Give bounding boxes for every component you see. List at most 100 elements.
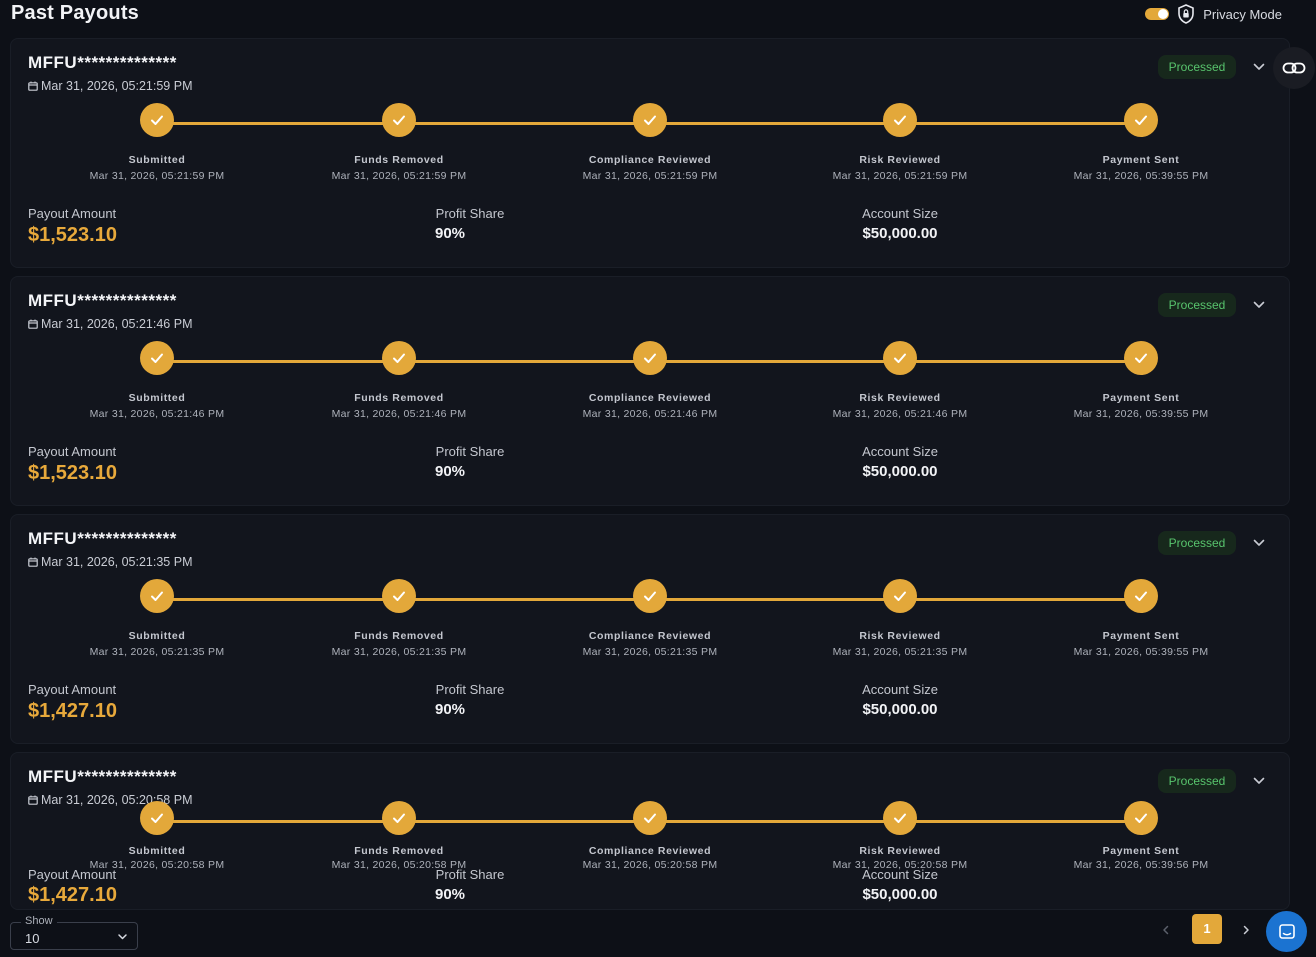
- check-icon: [140, 103, 174, 137]
- payout-date-text: Mar 31, 2026, 05:21:35 PM: [41, 555, 193, 569]
- payout-date-text: Mar 31, 2026, 05:20:58 PM: [41, 793, 193, 807]
- status-badge: Processed: [1158, 769, 1236, 793]
- page-button-current[interactable]: 1: [1192, 914, 1222, 944]
- account-size-label: Account Size: [862, 206, 938, 221]
- check-icon: [633, 579, 667, 613]
- step-time: Mar 31, 2026, 05:20:58 PM: [331, 859, 467, 871]
- payout-amount-value: $1,427.10: [28, 884, 117, 906]
- calendar-icon: [28, 319, 38, 329]
- payout-date-text: Mar 31, 2026, 05:21:59 PM: [41, 79, 193, 93]
- chevron-down-icon[interactable]: [1252, 774, 1266, 788]
- account-id: MFFU**************: [28, 291, 177, 310]
- step-time: Mar 31, 2026, 05:21:46 PM: [582, 408, 718, 420]
- chat-button[interactable]: [1266, 911, 1307, 952]
- account-size-value: $50,000.00: [862, 463, 938, 480]
- step-time: Mar 31, 2026, 05:21:59 PM: [331, 170, 467, 182]
- step-label: Funds Removed: [354, 154, 444, 166]
- step-label: Payment Sent: [1102, 392, 1180, 404]
- link-button[interactable]: [1273, 47, 1315, 89]
- check-icon: [1124, 103, 1158, 137]
- profit-share-label: Profit Share: [435, 867, 505, 882]
- chevron-left-icon[interactable]: [1160, 924, 1172, 936]
- step-time: Mar 31, 2026, 05:21:59 PM: [582, 170, 718, 182]
- check-icon: [883, 579, 917, 613]
- step-label: Payment Sent: [1102, 630, 1180, 642]
- chevron-down-icon[interactable]: [1252, 536, 1266, 550]
- step-label: Payment Sent: [1102, 845, 1180, 857]
- status-badge: Processed: [1158, 531, 1236, 555]
- step-label: Funds Removed: [354, 845, 444, 857]
- profit-share-value: 90%: [434, 463, 466, 480]
- chevron-right-icon[interactable]: [1240, 924, 1252, 936]
- step-label: Funds Removed: [354, 392, 444, 404]
- check-icon: [633, 341, 667, 375]
- profit-share-label: Profit Share: [435, 682, 505, 697]
- step-time: Mar 31, 2026, 05:39:56 PM: [1073, 859, 1209, 871]
- check-icon: [633, 103, 667, 137]
- chevron-down-icon[interactable]: [1252, 298, 1266, 312]
- privacy-mode-label: Privacy Mode: [1203, 6, 1282, 22]
- chevron-down-icon: [118, 934, 127, 940]
- profit-share-value: 90%: [434, 225, 466, 242]
- step-time: Mar 31, 2026, 05:21:46 PM: [832, 408, 968, 420]
- step-label: Submitted: [128, 154, 186, 166]
- step-label: Compliance Reviewed: [588, 154, 712, 166]
- account-id: MFFU**************: [28, 767, 177, 786]
- show-label: Show: [21, 915, 57, 927]
- check-icon: [140, 341, 174, 375]
- payout-amount-value: $1,523.10: [28, 224, 117, 246]
- calendar-icon: [28, 557, 38, 567]
- check-icon: [1124, 801, 1158, 835]
- payout-date-text: Mar 31, 2026, 05:21:46 PM: [41, 317, 193, 331]
- step-time: Mar 31, 2026, 05:21:35 PM: [832, 646, 968, 658]
- payout-amount-label: Payout Amount: [28, 867, 117, 882]
- payout-date: Mar 31, 2026, 05:21:59 PM: [28, 79, 192, 93]
- step-label: Risk Reviewed: [859, 392, 941, 404]
- payout-card: MFFU************** Mar 31, 2026, 05:21:3…: [10, 514, 1290, 744]
- payout-card: MFFU************** Mar 31, 2026, 05:21:5…: [10, 38, 1290, 268]
- account-size-value: $50,000.00: [862, 886, 938, 903]
- step-time: Mar 31, 2026, 05:21:35 PM: [331, 646, 467, 658]
- check-icon: [140, 801, 174, 835]
- step-label: Risk Reviewed: [859, 154, 941, 166]
- profit-share-label: Profit Share: [435, 206, 505, 221]
- chat-icon: [1278, 923, 1295, 939]
- account-id: MFFU**************: [28, 53, 177, 72]
- privacy-mode: Privacy Mode: [1145, 4, 1282, 24]
- calendar-icon: [28, 81, 38, 91]
- step-label: Risk Reviewed: [859, 845, 941, 857]
- step-time: Mar 31, 2026, 05:20:58 PM: [89, 859, 225, 871]
- status-badge: Processed: [1158, 55, 1236, 79]
- check-icon: [140, 579, 174, 613]
- payout-amount-label: Payout Amount: [28, 682, 117, 697]
- step-label: Submitted: [128, 845, 186, 857]
- payout-amount-label: Payout Amount: [28, 444, 117, 459]
- account-size-label: Account Size: [862, 444, 938, 459]
- payout-amount-label: Payout Amount: [28, 206, 117, 221]
- payout-date: Mar 31, 2026, 05:21:35 PM: [28, 555, 192, 569]
- step-time: Mar 31, 2026, 05:21:35 PM: [89, 646, 225, 658]
- chevron-down-icon[interactable]: [1252, 60, 1266, 74]
- payout-card: MFFU************** Mar 31, 2026, 05:21:4…: [10, 276, 1290, 506]
- check-icon: [382, 341, 416, 375]
- show-select[interactable]: Show 10: [10, 915, 138, 950]
- account-id: MFFU**************: [28, 529, 177, 548]
- check-icon: [382, 801, 416, 835]
- privacy-toggle[interactable]: [1145, 8, 1170, 20]
- step-time: Mar 31, 2026, 05:21:46 PM: [331, 408, 467, 420]
- step-time: Mar 31, 2026, 05:21:59 PM: [89, 170, 225, 182]
- payout-card: MFFU************** Mar 31, 2026, 05:20:5…: [10, 752, 1290, 910]
- shield-lock-icon: [1178, 4, 1195, 24]
- step-time: Mar 31, 2026, 05:20:58 PM: [582, 859, 718, 871]
- account-size-label: Account Size: [862, 682, 938, 697]
- step-label: Compliance Reviewed: [588, 630, 712, 642]
- show-value: 10: [25, 931, 40, 946]
- step-label: Submitted: [128, 630, 186, 642]
- check-icon: [883, 341, 917, 375]
- profit-share-value: 90%: [434, 886, 466, 903]
- step-time: Mar 31, 2026, 05:39:55 PM: [1073, 170, 1209, 182]
- page-title: Past Payouts: [11, 2, 140, 24]
- step-label: Compliance Reviewed: [588, 845, 712, 857]
- profit-share-value: 90%: [434, 701, 466, 718]
- check-icon: [883, 103, 917, 137]
